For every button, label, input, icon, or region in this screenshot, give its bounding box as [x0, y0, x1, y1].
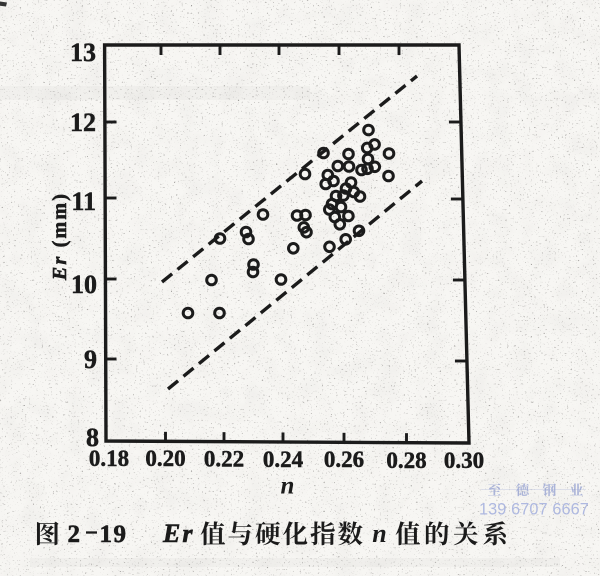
svg-text:2: 2 — [68, 521, 81, 548]
svg-text:0.26: 0.26 — [324, 447, 364, 472]
svg-text:0.18: 0.18 — [89, 446, 129, 471]
svg-text:9: 9 — [84, 345, 97, 374]
svg-text:0.20: 0.20 — [145, 446, 185, 471]
svg-text:139 6707 6667: 139 6707 6667 — [479, 501, 589, 519]
svg-text:19: 19 — [100, 521, 128, 548]
svg-text:13: 13 — [70, 38, 96, 67]
svg-text:0.30: 0.30 — [444, 448, 484, 473]
svg-text:11: 11 — [71, 187, 96, 216]
svg-text:8: 8 — [86, 423, 99, 452]
svg-text:0.28: 0.28 — [386, 448, 426, 473]
svg-text:n: n — [372, 519, 386, 548]
svg-text:0.22: 0.22 — [204, 447, 244, 472]
svg-text:10: 10 — [71, 270, 97, 299]
svg-text:n: n — [281, 473, 295, 500]
svg-text:Er (mm): Er (mm) — [49, 192, 71, 281]
svg-text:Er: Er — [162, 519, 194, 548]
svg-text:0.24: 0.24 — [263, 447, 304, 472]
svg-text:12: 12 — [70, 108, 96, 137]
